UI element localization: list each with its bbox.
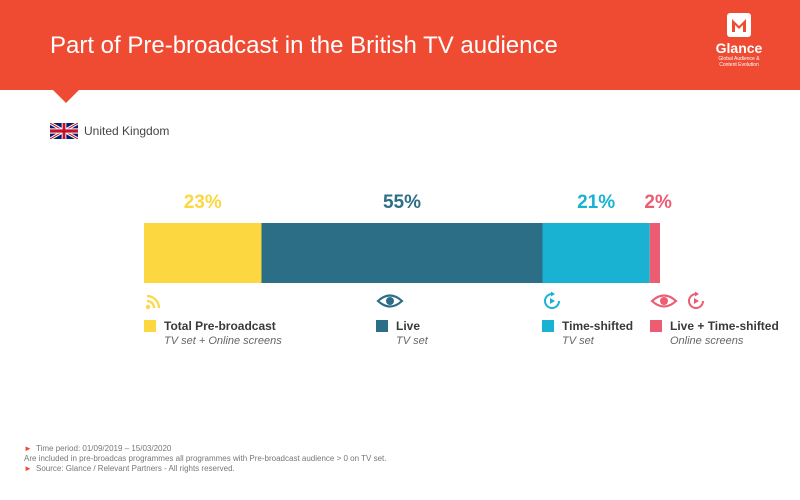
bar-segment-2 [542, 223, 650, 283]
legend-name: Time-shifted [562, 319, 634, 333]
footnotes: ► Time period: 01/09/2019 – 15/03/2020 Ar… [24, 444, 386, 474]
page-title: Part of Pre-broadcast in the British TV … [50, 32, 558, 59]
stacked-bar-chart: 23% 55% 21% 2% [144, 192, 672, 283]
logo-tagline-2: Content Evolution [719, 62, 759, 68]
footnote-source: Source: Glance / Relevant Partners - All… [36, 464, 235, 473]
bar-segment-3 [649, 223, 660, 283]
logo-tagline-1: Global Audience & [718, 56, 760, 62]
data-label-1: 55% [383, 192, 421, 213]
eye-icon [376, 294, 404, 308]
legend-name: Live [396, 319, 421, 333]
legend-sub: TV set + Online screens [164, 335, 282, 347]
footnote-arrow-icon: ► [24, 464, 32, 473]
bar-segment-0 [144, 223, 262, 283]
legend-sub: TV set [562, 335, 594, 347]
legend-item-time-shifted: Time-shifted TV set [542, 290, 633, 349]
uk-flag-icon [50, 123, 78, 139]
glance-logo-icon [727, 13, 751, 37]
header-pointer [52, 89, 80, 103]
header-banner: Part of Pre-broadcast in the British TV … [0, 0, 800, 90]
legend-name: Live + Time-shifted [670, 319, 779, 333]
legend-swatch [542, 320, 554, 332]
replay-icon [544, 291, 560, 309]
footnote-arrow-icon: ► [24, 444, 32, 453]
data-label-3: 2% [644, 192, 672, 213]
legend-sub: TV set [396, 335, 428, 347]
bar-segment-1 [261, 223, 543, 283]
data-label-2: 21% [577, 192, 615, 213]
country-name: United Kingdom [84, 124, 170, 138]
legend-name: Total Pre-broadcast [164, 319, 276, 333]
legend-sub: Online screens [670, 335, 744, 347]
legend-item-live: Live TV set [376, 290, 428, 349]
legend-swatch [376, 320, 388, 332]
legend-item-pre-broadcast: Total Pre-broadcast TV set + Online scre… [144, 290, 282, 349]
eye-icon [650, 294, 678, 308]
country-label-group: United Kingdom [50, 122, 169, 140]
data-label-0: 23% [184, 192, 222, 213]
replay-icon [688, 291, 704, 309]
legend-swatch [144, 320, 156, 332]
legend-item-live-time-shifted: Live + Time-shifted Online screens [650, 290, 779, 349]
footnote-time-period: Time period: 01/09/2019 – 15/03/2020 [36, 444, 172, 453]
legend-swatch [650, 320, 662, 332]
footnote-inclusion: Are included in pre-broadcas programmes … [24, 454, 387, 463]
logo-name: Glance [715, 40, 763, 56]
broadcast-signal-icon [145, 294, 161, 310]
glance-logo: Glance Global Audience & Content Evoluti… [704, 12, 774, 68]
